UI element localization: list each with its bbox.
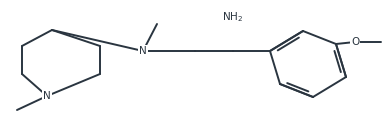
Text: NH$_2$: NH$_2$ (223, 10, 243, 24)
Text: N: N (43, 91, 51, 101)
Text: N: N (139, 46, 147, 56)
Text: O: O (351, 37, 359, 47)
